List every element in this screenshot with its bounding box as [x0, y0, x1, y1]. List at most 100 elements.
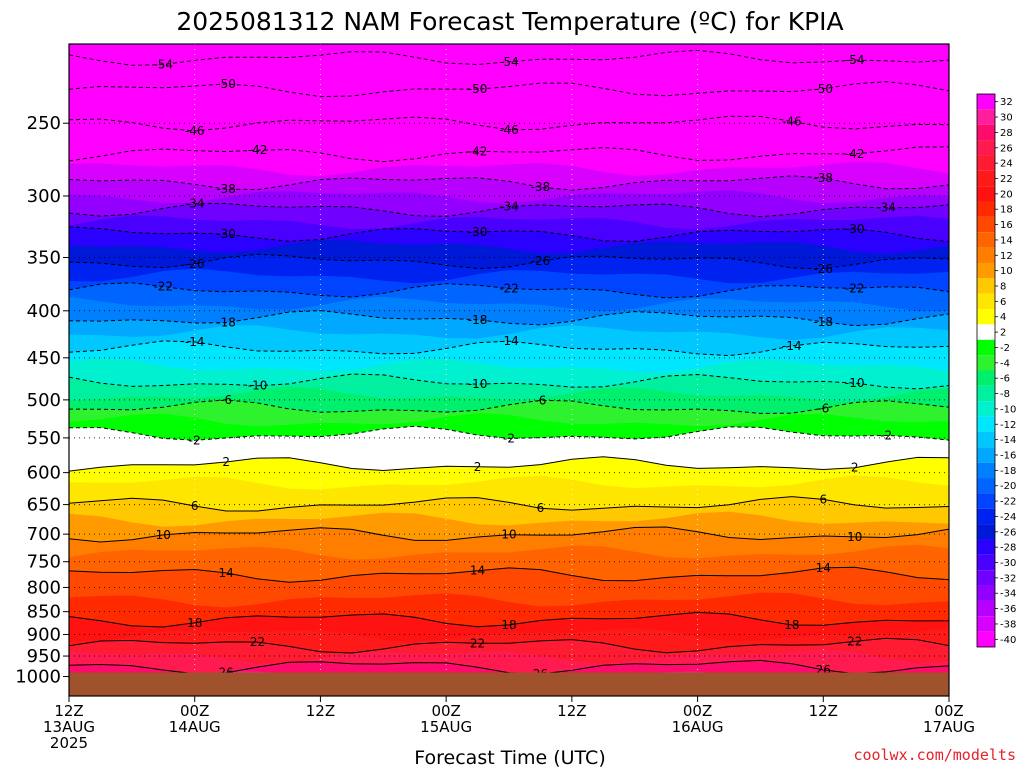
- contour-label: -50: [468, 82, 488, 96]
- colorbar-swatch: [977, 124, 995, 141]
- y-tick-label: 550: [27, 428, 61, 449]
- colorbar-swatch: [977, 339, 995, 356]
- contour-label: 6: [819, 492, 827, 506]
- y-tick-label: 800: [27, 577, 61, 598]
- colorbar-label: -24: [1000, 512, 1016, 523]
- contour-label: -10: [845, 376, 865, 390]
- colorbar-swatch: [977, 155, 995, 171]
- contour-label: -22: [845, 281, 865, 295]
- colorbar-label: -22: [1000, 497, 1016, 508]
- colorbar-label: 22: [1000, 174, 1013, 185]
- colorbar-swatch: [977, 600, 995, 617]
- x-tick-label: 00Z: [431, 702, 460, 720]
- colorbar-label: 28: [1000, 128, 1013, 139]
- colorbar-label: 26: [1000, 143, 1013, 154]
- colorbar-label: 18: [1000, 205, 1013, 216]
- contour-label: 14: [219, 566, 234, 580]
- contour-label: -2: [503, 431, 515, 445]
- contour-label: -6: [220, 393, 232, 407]
- colorbar-swatch: [977, 324, 995, 340]
- contour-line: [69, 526, 949, 543]
- contour-label: 14: [816, 561, 831, 575]
- colorbar-swatch: [977, 539, 995, 555]
- contour-line: [69, 49, 949, 66]
- contour-line: [69, 146, 949, 163]
- colorbar-label: 32: [1000, 97, 1013, 108]
- colorbar-label: 14: [1000, 235, 1013, 246]
- x-tick-label: 12Z: [306, 702, 335, 720]
- contour-label: 2: [222, 455, 230, 469]
- contour-line: [69, 496, 949, 512]
- contour-label: -54: [153, 58, 173, 72]
- y-tick-label: 400: [27, 301, 61, 322]
- contour-label: -10: [248, 379, 268, 393]
- y-tick-label: 450: [27, 348, 61, 369]
- colorbar-label: 4: [1000, 312, 1006, 323]
- colorbar-swatch: [977, 431, 995, 448]
- colorbar-swatch: [977, 109, 995, 125]
- grid-lines: [69, 44, 949, 696]
- contour-label: -26: [813, 262, 833, 276]
- contour-line: [69, 373, 949, 390]
- contour-label: -6: [817, 401, 829, 415]
- colorbar-label: -34: [1000, 589, 1016, 600]
- y-tick-label: 500: [27, 390, 61, 411]
- contour-label: -34: [185, 197, 205, 211]
- contour-line: [69, 399, 949, 414]
- contour-label: -18: [468, 313, 488, 327]
- colorbar-label: -30: [1000, 558, 1016, 569]
- colorbar-swatch: [977, 370, 995, 386]
- y-tick-label: 750: [27, 552, 61, 573]
- y-tick-label: 950: [27, 646, 61, 667]
- contour-line: [69, 282, 949, 299]
- colorbar-swatch: [977, 232, 995, 248]
- surface-layer: [69, 672, 949, 696]
- colorbar-label: -38: [1000, 619, 1016, 630]
- colorbar-swatch: [977, 447, 995, 463]
- x-tick-label: 13AUG: [43, 718, 95, 736]
- colorbar-label: 20: [1000, 189, 1013, 200]
- contour-line: [69, 425, 949, 441]
- contour-label: 14: [470, 564, 485, 578]
- colorbar-legend: 32 30 28 26 24 22 20 18 16 14 12 10 8 6 4 2 -2 -4 -6 -8 -10 -…: [976, 93, 1016, 648]
- colorbar-swatch: [977, 94, 995, 110]
- colorbar-label: -10: [1000, 404, 1016, 415]
- contour-label: -26: [531, 254, 551, 268]
- contour-label: -10: [468, 377, 488, 391]
- y-tick-label: 650: [27, 495, 61, 516]
- colorbar-swatch: [977, 508, 995, 525]
- x-tick-label: 12Z: [809, 702, 838, 720]
- contour-line: [69, 81, 949, 98]
- colorbar-label: -12: [1000, 420, 1016, 431]
- colorbar-label: 30: [1000, 113, 1013, 124]
- colorbar-swatch: [977, 478, 995, 494]
- y-tick-label: 250: [27, 113, 61, 134]
- colorbar-swatch: [977, 262, 995, 279]
- contour-label: -50: [216, 77, 236, 91]
- colorbar-swatch: [977, 616, 995, 632]
- contour-label: 2: [851, 461, 859, 475]
- contour-label: -18: [813, 315, 833, 329]
- colorbar-frame: [976, 93, 996, 648]
- contour-label: 10: [847, 530, 862, 544]
- colorbar-swatch: [977, 554, 995, 571]
- y-tick-label: 1000: [15, 667, 61, 688]
- contour-lines: [69, 49, 949, 675]
- contour-label: -38: [813, 171, 833, 185]
- contour-label: -50: [813, 82, 833, 96]
- contour-label: 22: [470, 636, 485, 650]
- colorbar-swatch: [977, 570, 995, 586]
- contour-label: -14: [499, 334, 519, 348]
- contour-label: 6: [191, 499, 199, 513]
- y-tick-label: 700: [27, 524, 61, 545]
- contour-label: -14: [185, 335, 205, 349]
- contour-line: [69, 175, 949, 191]
- colorbar-swatch: [977, 201, 995, 217]
- contour-label: 10: [156, 528, 171, 542]
- colorbar-swatch: [977, 309, 995, 325]
- contour-line: [69, 340, 949, 357]
- colorbar-label: -26: [1000, 527, 1016, 538]
- contour-label: -38: [216, 182, 236, 196]
